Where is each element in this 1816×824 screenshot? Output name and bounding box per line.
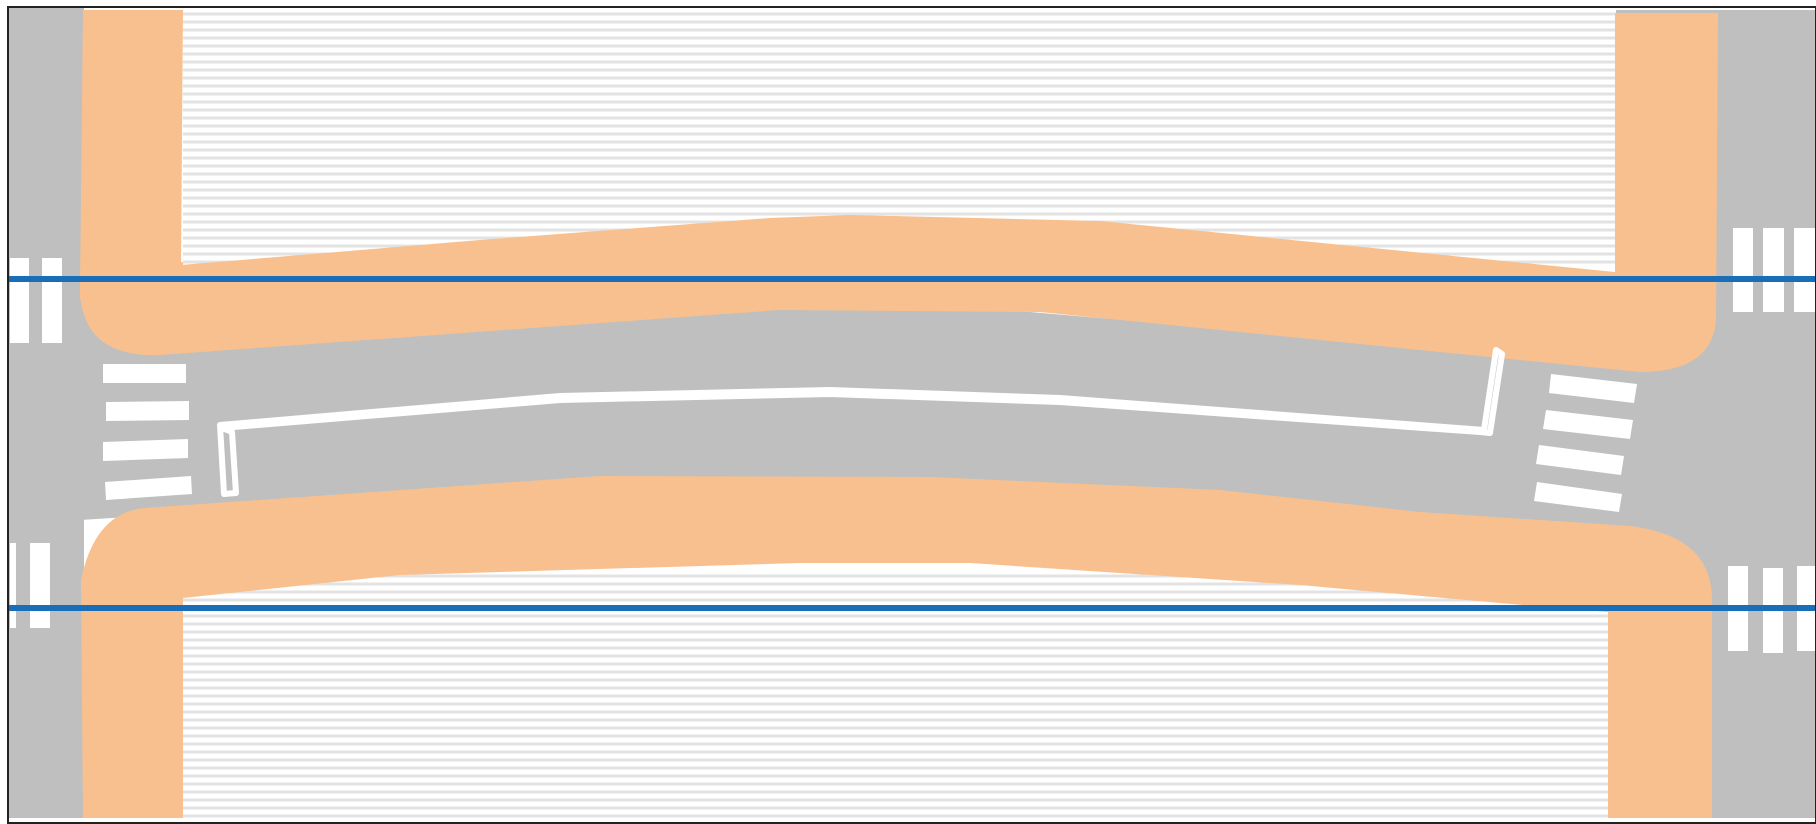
stop-bar-nw-1: [10, 258, 29, 343]
stop-bar-sw-1: [10, 543, 16, 628]
stop-bar-sw-2: [30, 543, 50, 628]
road-west-strip: [8, 8, 84, 818]
crosswalk-stripe: [103, 364, 186, 383]
crosswalk-east: [1534, 374, 1637, 512]
guide-line-top: [8, 276, 1816, 282]
stop-bar-nw-2: [42, 258, 62, 343]
guide-lines: [8, 276, 1816, 611]
stop-bar-ne-1: [1733, 228, 1753, 312]
crosswalk-stripe: [106, 401, 189, 421]
crosswalk-stripe: [1549, 374, 1637, 403]
crosswalk-stripe: [105, 476, 192, 500]
stop-bar-ne-2: [1763, 228, 1784, 312]
traffic-island: [217, 347, 1505, 497]
hatched-block-top: [183, 12, 1615, 264]
stop-bar-ne-3: [1794, 228, 1816, 312]
crosswalk-stripe: [103, 439, 188, 461]
crosswalk-west: [103, 364, 192, 500]
road-carriageway: [80, 305, 1616, 540]
crosswalk-stripe: [1536, 445, 1624, 475]
guide-line-bottom: [8, 605, 1816, 611]
crosswalk-stripe: [1534, 482, 1622, 512]
map-frame: [7, 6, 1816, 824]
crosswalk-stripe: [1543, 410, 1633, 439]
lower-sidewalk: [81, 476, 1712, 818]
